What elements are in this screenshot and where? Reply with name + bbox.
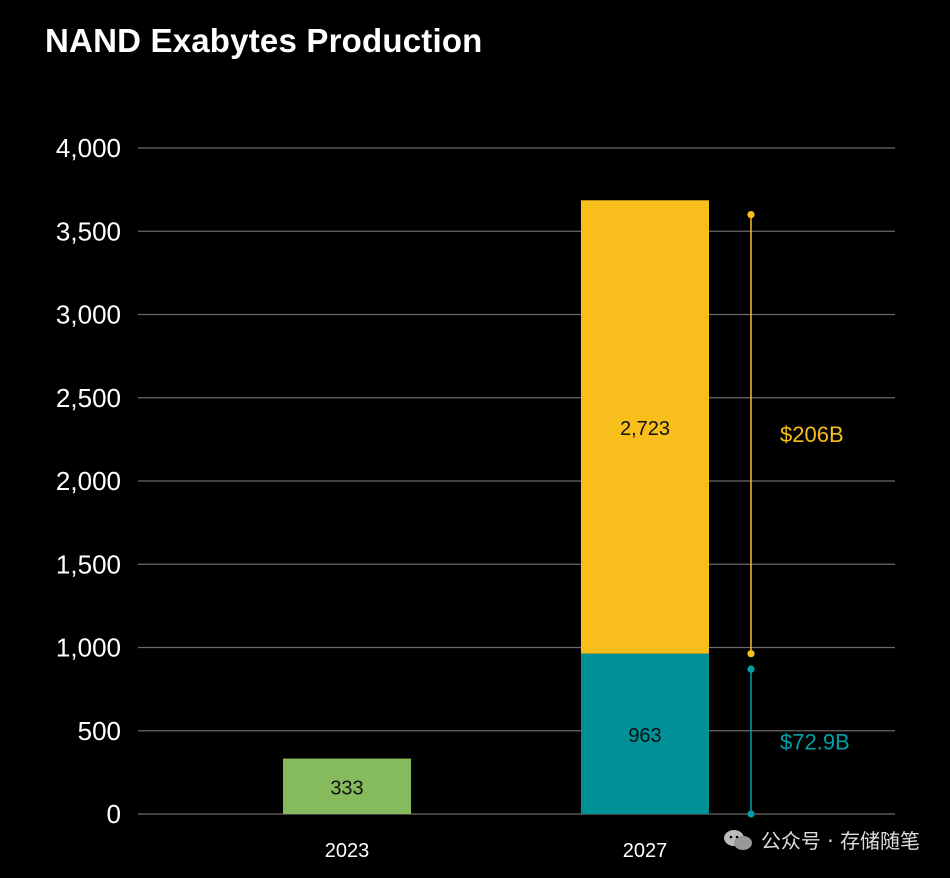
chart-title: NAND Exabytes Production [45,22,483,59]
annotation-dot [747,810,755,818]
y-tick-label: 500 [78,716,121,746]
watermark-text: 公众号 · 存储随笔 [760,829,920,853]
y-tick-label: 2,500 [56,383,121,413]
bar-value-label: 2,723 [620,418,670,440]
y-tick-label: 4,000 [56,133,121,163]
y-tick-label: 1,500 [56,549,121,579]
y-tick-label: 2,000 [56,466,121,496]
x-tick-label: 2027 [623,840,668,862]
bar-segment [581,200,709,654]
bar-value-label: 333 [330,777,363,799]
bar-value-label: 963 [628,725,661,747]
wechat-icon [723,829,753,851]
annotation-dot [747,650,755,658]
watermark: 公众号 · 存储随笔 [723,825,920,854]
annotation-label: $206B [780,422,844,447]
annotation-label: $72.9B [780,730,850,755]
x-tick-label: 2023 [325,840,370,862]
y-tick-label: 0 [107,799,121,829]
bar-segment [581,653,709,814]
annotation-dot [747,211,755,219]
y-tick-label: 3,500 [56,216,121,246]
bar-segment [283,758,411,814]
y-tick-label: 3,000 [56,300,121,330]
y-tick-label: 1,000 [56,633,121,663]
annotation-dot [747,665,755,673]
